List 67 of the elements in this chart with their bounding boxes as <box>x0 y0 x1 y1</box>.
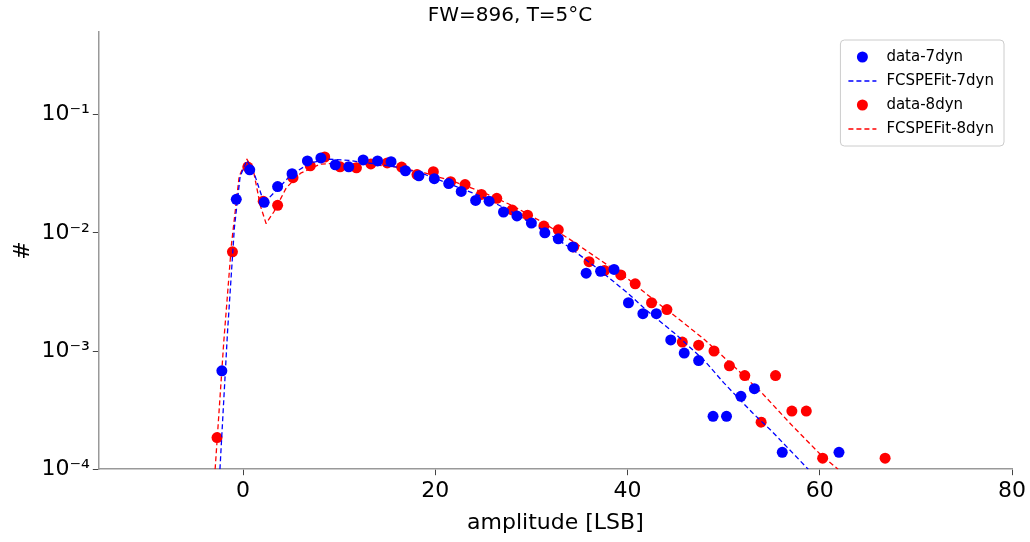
point <box>211 432 223 444</box>
x-tick-label: 60 <box>805 477 834 503</box>
point <box>629 278 641 290</box>
point <box>693 355 705 367</box>
point <box>428 173 440 185</box>
point <box>455 185 467 197</box>
point <box>661 304 673 316</box>
point <box>879 452 891 464</box>
point <box>678 347 690 359</box>
x-axis-title: amplitude [LSB] <box>467 508 644 534</box>
y-tick-label: 10⁻¹ <box>41 100 90 126</box>
point <box>770 370 782 382</box>
point <box>707 410 719 422</box>
legend-label: FCSPEFit-8dyn <box>886 118 994 137</box>
point <box>817 452 829 464</box>
point <box>301 155 313 167</box>
point <box>399 165 411 177</box>
point <box>637 308 649 320</box>
point <box>226 246 238 258</box>
point <box>748 383 760 395</box>
point <box>552 233 564 245</box>
point <box>372 155 384 167</box>
point <box>315 152 327 164</box>
y-tick-label: 10⁻² <box>41 218 90 244</box>
point <box>608 263 620 275</box>
point <box>511 210 523 222</box>
chart-title: FW=896, T=5°C <box>427 2 593 27</box>
point <box>357 154 369 166</box>
point <box>650 308 662 320</box>
point <box>665 334 677 346</box>
point <box>622 297 634 309</box>
point <box>776 446 788 458</box>
legend-label: data-8dyn <box>886 94 964 113</box>
point <box>580 267 592 279</box>
point <box>646 297 658 309</box>
point <box>483 195 495 207</box>
x-tick-label: 20 <box>421 477 450 503</box>
point <box>272 181 284 193</box>
point <box>721 410 733 422</box>
y-tick-label: 10⁻³ <box>41 336 90 362</box>
point <box>286 168 298 180</box>
point <box>833 446 845 458</box>
point <box>739 370 751 382</box>
point <box>498 206 510 218</box>
x-tick-label: 80 <box>998 477 1026 503</box>
point <box>708 345 720 357</box>
point <box>329 159 341 171</box>
point <box>539 227 551 239</box>
point <box>470 194 482 206</box>
point <box>385 156 397 168</box>
legend-label: data-7dyn <box>886 46 964 65</box>
legend-label: FCSPEFit-7dyn <box>886 70 994 89</box>
point <box>786 405 798 417</box>
x-tick-label: 0 <box>236 477 251 503</box>
point <box>343 161 355 173</box>
point <box>735 390 747 402</box>
point <box>552 224 564 236</box>
y-tick-label: 10⁻⁴ <box>41 454 90 480</box>
point <box>525 217 537 229</box>
point <box>800 405 812 417</box>
x-tick-label: 40 <box>613 477 642 503</box>
point <box>723 360 735 372</box>
point <box>230 193 242 205</box>
y-axis-title: # <box>8 241 34 260</box>
point <box>216 365 228 377</box>
point <box>693 339 705 351</box>
point <box>272 199 284 211</box>
